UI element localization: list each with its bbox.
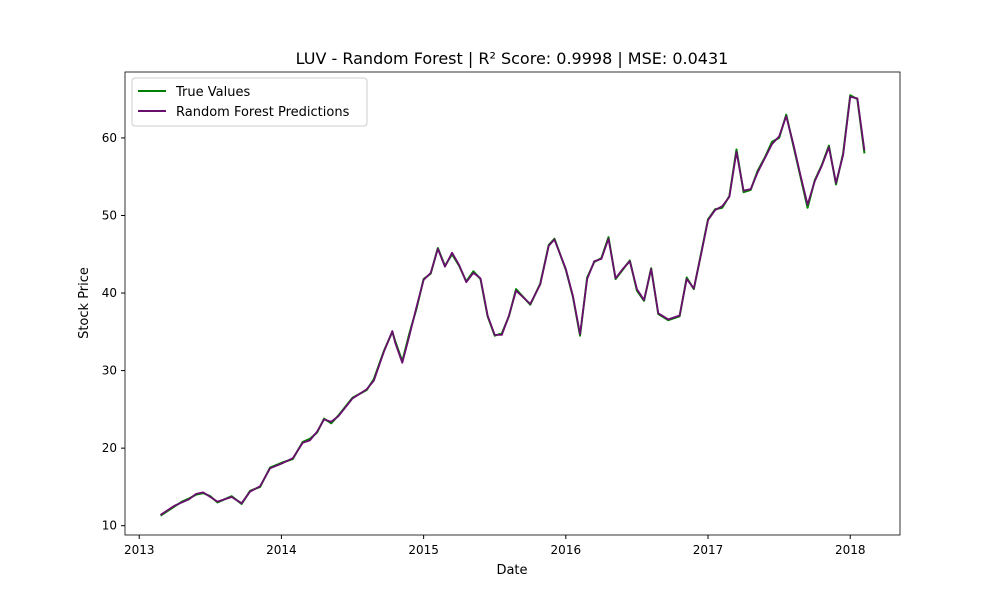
y-tick-label: 40 bbox=[102, 286, 117, 300]
x-tick-label: 2018 bbox=[835, 543, 866, 557]
legend-box bbox=[131, 77, 368, 127]
series-line-random-forest-predictions bbox=[160, 95, 866, 516]
legend-label-random-forest-predictions: Random Forest Predictions bbox=[176, 105, 350, 120]
x-axis-label: Date bbox=[496, 563, 527, 578]
plot-area bbox=[124, 71, 901, 536]
y-axis-label: Stock Price bbox=[77, 267, 92, 339]
y-tick-label: 60 bbox=[102, 131, 117, 145]
y-tick-label: 50 bbox=[102, 208, 117, 222]
legend-label-true-values: True Values bbox=[175, 85, 250, 100]
y-tick-label: 10 bbox=[102, 519, 117, 533]
x-tick-label: 2017 bbox=[693, 543, 724, 557]
y-tick-label: 20 bbox=[102, 441, 117, 455]
x-tick-label: 2013 bbox=[124, 543, 155, 557]
legend: True Values Random Forest Predictions bbox=[131, 77, 368, 127]
x-axis: 2013 2014 2015 2016 2017 2018 bbox=[124, 535, 866, 557]
x-tick-label: 2016 bbox=[551, 543, 582, 557]
y-axis: 10 20 30 40 50 60 bbox=[102, 131, 125, 533]
x-tick-label: 2014 bbox=[266, 543, 297, 557]
chart-title: LUV - Random Forest | R² Score: 0.9998 |… bbox=[296, 49, 729, 68]
x-tick-label: 2015 bbox=[408, 543, 439, 557]
series-layer bbox=[160, 94, 866, 517]
y-tick-label: 30 bbox=[102, 364, 117, 378]
